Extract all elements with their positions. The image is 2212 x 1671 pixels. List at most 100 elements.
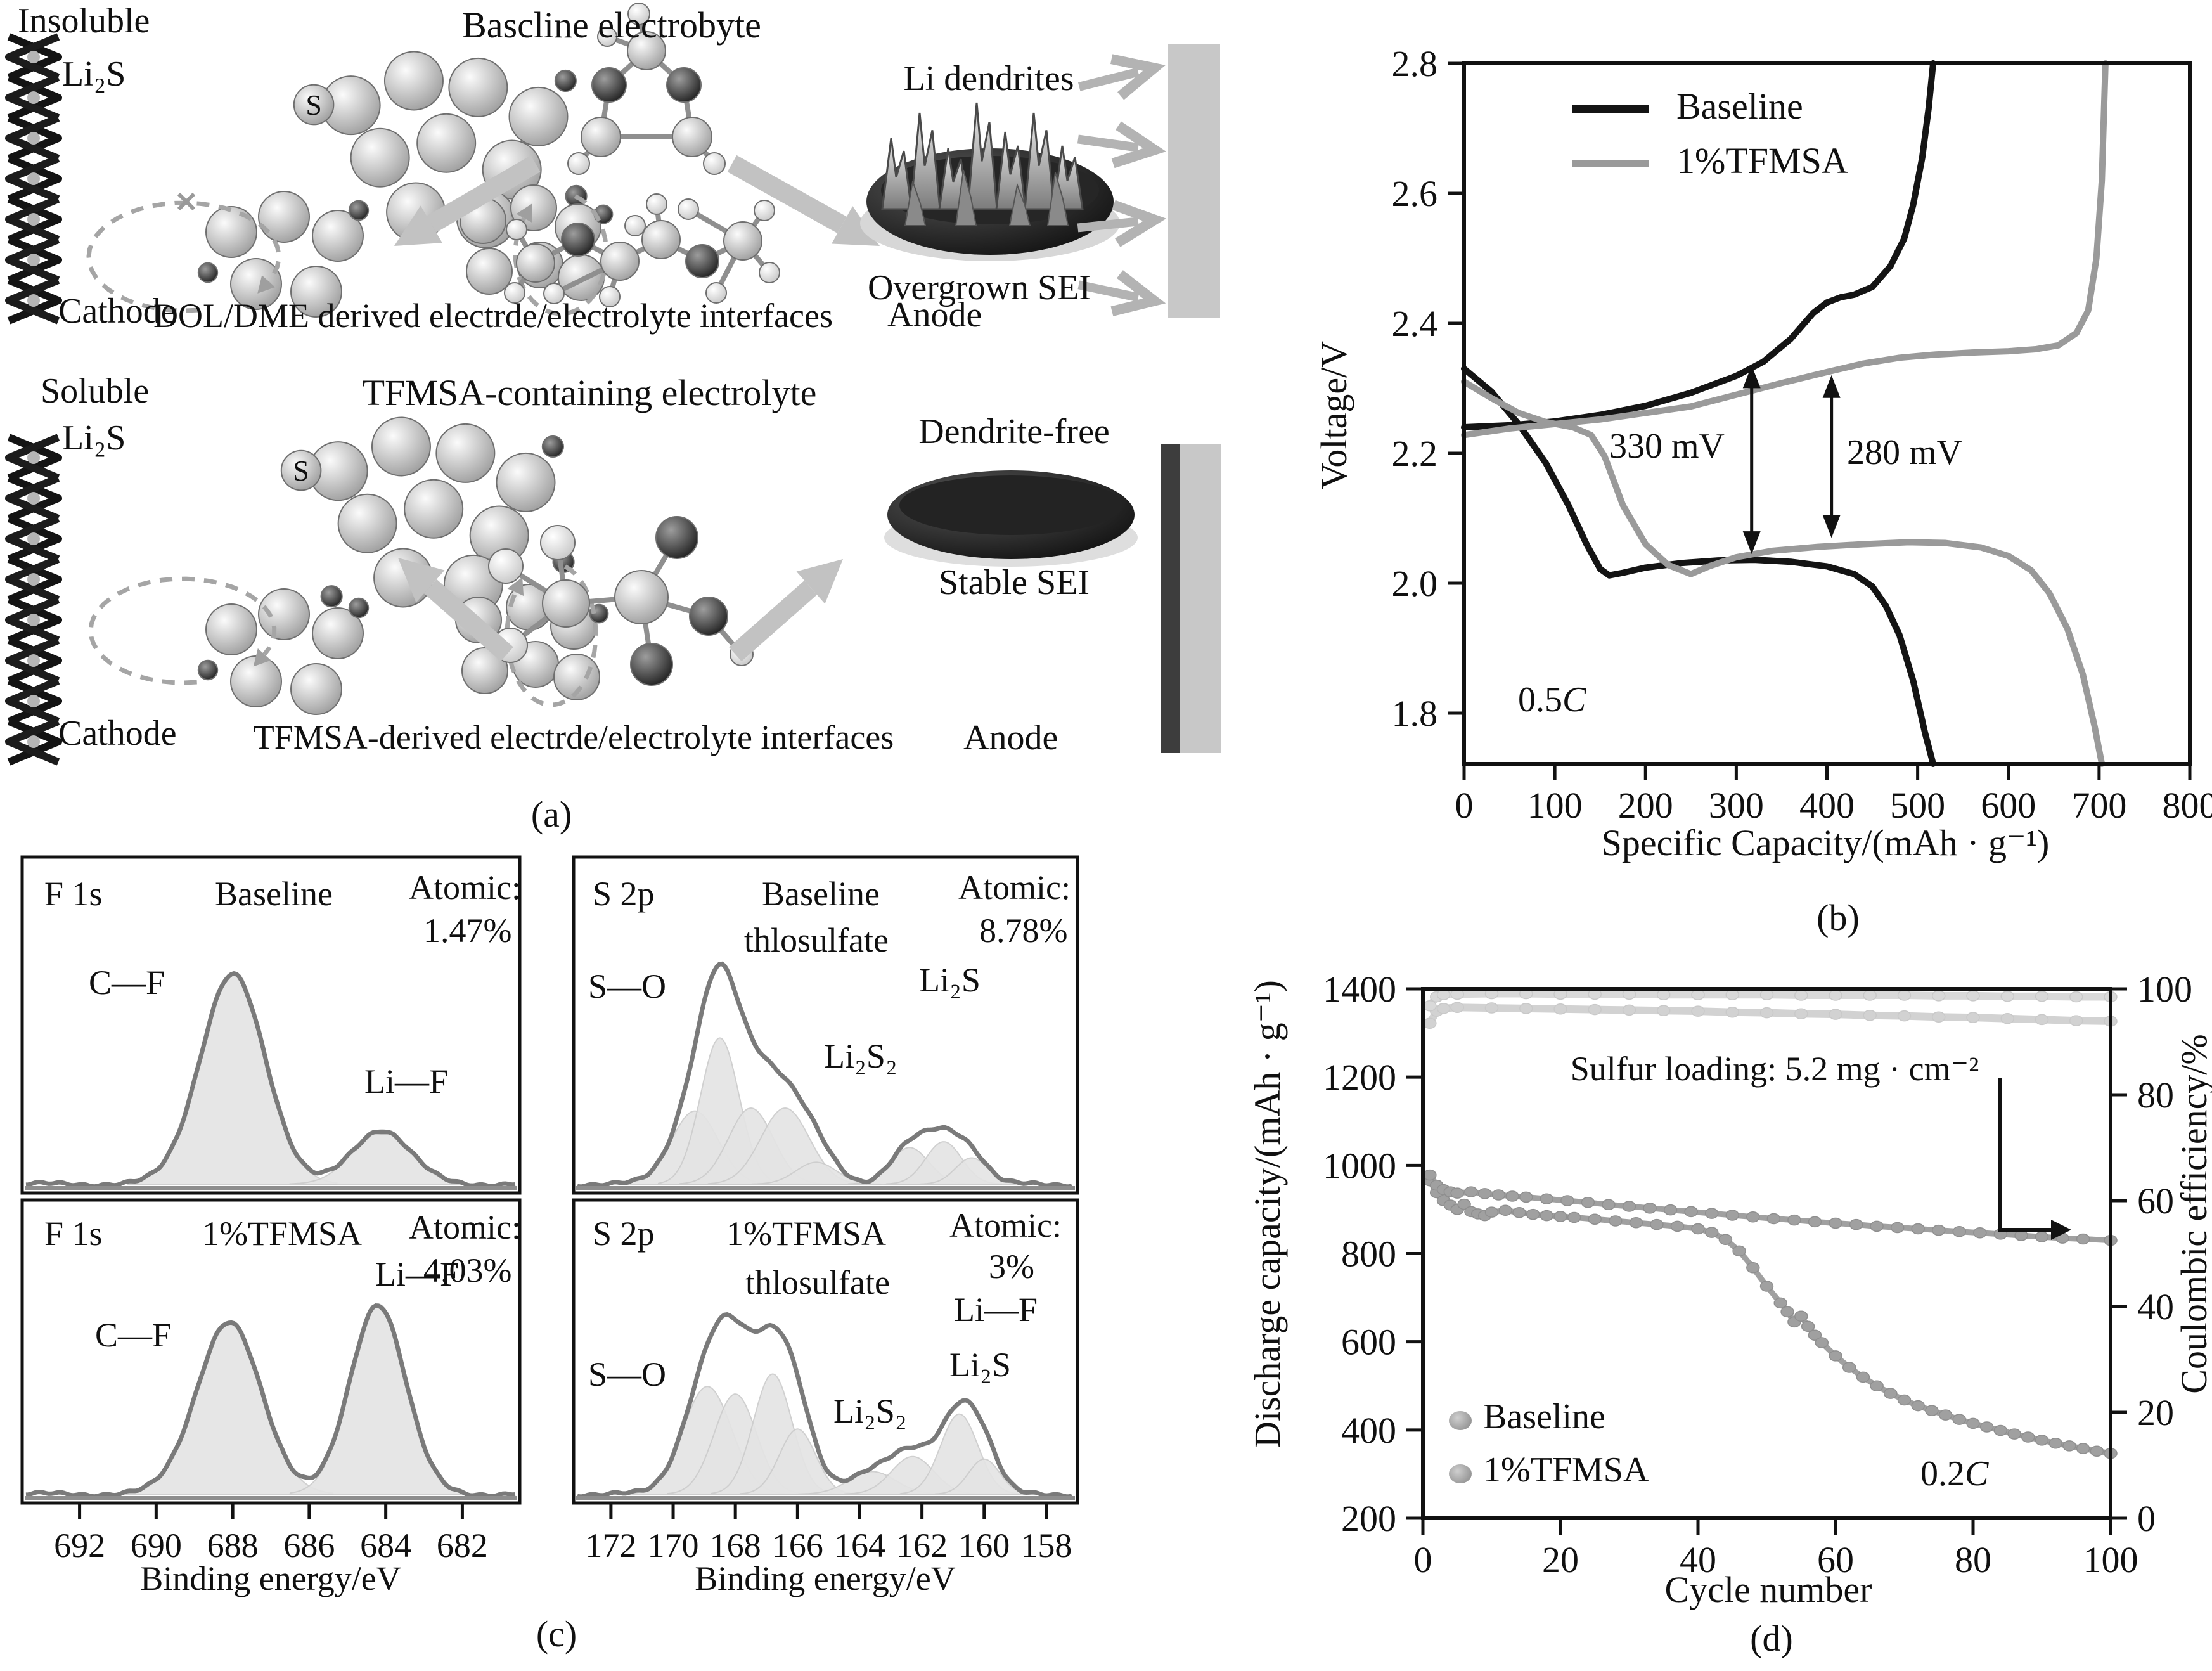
- pointer-arrowhead: [2051, 1220, 2071, 1240]
- c3-atomic-caption: Atomic:: [958, 868, 1071, 906]
- b-x-tick-label: 0: [1455, 785, 1474, 826]
- data-marker: [1629, 1217, 1643, 1229]
- cycle-arrowhead: [257, 275, 276, 294]
- data-marker: [1932, 1224, 1946, 1236]
- sphere: [666, 67, 702, 103]
- d-rate-value: 0.2: [1920, 1454, 1965, 1494]
- b-y-tick-label: 2.8: [1392, 43, 1438, 84]
- data-marker: [1691, 1223, 1705, 1235]
- stable-sei-layer: [1161, 444, 1180, 753]
- row2-species-label: Li₂S: [62, 418, 126, 458]
- sphere: [320, 585, 343, 608]
- data-marker: [2090, 1445, 2104, 1457]
- row1-dendrites-label: Li dendrites: [903, 59, 1074, 98]
- sphere: [435, 423, 496, 483]
- sphere: [703, 152, 726, 175]
- cathode-mesh: [5, 434, 62, 766]
- sphere: [614, 570, 669, 624]
- sphere: [504, 282, 525, 304]
- d-y-tick-label-left: 1200: [1323, 1057, 1396, 1098]
- voltage-chart-canvas: 2.8 2.6 2.4 2.2 2.0 1.8 0 100 200 300 400 500 600 700…: [1392, 43, 2212, 826]
- pointer-line: [1998, 1078, 2051, 1232]
- sphere: [646, 193, 667, 215]
- row2-anode-label: Anode: [963, 718, 1058, 758]
- sphere: [348, 597, 370, 619]
- data-marker: [1794, 990, 1808, 1001]
- data-marker: [1746, 1211, 1760, 1223]
- d-sulfur-loading-annotation: Sulfur loading: 5.2 mg · cm⁻²: [1570, 1050, 1979, 1088]
- sphere: [541, 435, 564, 458]
- data-marker: [1567, 1211, 1581, 1223]
- data-marker: [1952, 1414, 1967, 1425]
- data-marker: [1450, 1187, 1464, 1199]
- flow-arrowhead: [796, 559, 843, 604]
- data-marker: [1890, 1222, 1905, 1234]
- data-marker: [1979, 1421, 1994, 1433]
- b-x-tick-label: 500: [1890, 785, 1945, 826]
- sphere: [371, 416, 431, 477]
- flow-arrowhead: [832, 206, 880, 246]
- d-x-tick-label: 20: [1542, 1539, 1579, 1580]
- d-y-tick-label-right: 0: [2137, 1498, 2156, 1539]
- xps-component: [127, 974, 338, 1185]
- data-marker: [1897, 1394, 1912, 1406]
- sphere: [496, 452, 556, 512]
- d-x-tick-label: 0: [1414, 1539, 1432, 1580]
- data-marker: [1540, 1193, 1554, 1204]
- arc-x-mark: [177, 192, 196, 211]
- cycle-arc: [86, 200, 281, 313]
- sphere: [542, 579, 590, 628]
- flow-arrow-shaft: [424, 579, 513, 662]
- polarization-arrow: [1742, 365, 1761, 555]
- xps-envelope: [25, 971, 516, 1189]
- c1-element-label: F 1s: [44, 875, 103, 913]
- c3-peak-label-so: S—O: [588, 967, 667, 1005]
- b-polarization-annotation-1: 330 mV: [1609, 427, 1725, 466]
- mesh-node: [27, 573, 40, 586]
- data-marker: [1436, 1003, 1451, 1014]
- li-flux-arrow: [1077, 270, 1166, 316]
- molecule: [504, 193, 780, 307]
- d-x-tick-label: 40: [1680, 1539, 1716, 1580]
- b-legend-label-baseline: Baseline: [1676, 86, 1803, 127]
- c2-element-label: F 1s: [44, 1215, 103, 1253]
- polysulfide-cluster: [197, 191, 370, 318]
- sphere: [312, 210, 364, 262]
- polysulfide-cluster: [197, 588, 370, 715]
- d-y-tick-label-right: 40: [2137, 1286, 2174, 1327]
- xps-component: [289, 1129, 475, 1185]
- data-marker: [1526, 1208, 1540, 1220]
- c1-atomic-value: 1.47%: [423, 912, 512, 950]
- c-x-tick-label: 164: [834, 1526, 885, 1565]
- c4-peak-label-lif: Li—F: [954, 1291, 1038, 1329]
- sphere: [293, 84, 335, 126]
- sphere: [581, 117, 621, 157]
- data-marker: [1808, 1329, 1822, 1341]
- b-polarization-annotation-2: 280 mV: [1847, 433, 1962, 472]
- sphere: [600, 242, 640, 281]
- c4-element-label: S 2p: [593, 1215, 655, 1253]
- data-marker: [1794, 1008, 1808, 1019]
- row2-cathode-label: Cathode: [58, 714, 177, 753]
- cathode-mesh: [5, 33, 62, 325]
- cycle-arrowhead: [253, 648, 271, 667]
- sphere: [508, 86, 569, 146]
- b-y-tick-label: 2.6: [1392, 173, 1438, 214]
- anode-bar-row2: [1180, 444, 1221, 753]
- data-marker: [1457, 1198, 1471, 1210]
- data-marker: [1746, 1262, 1760, 1274]
- d-legend-label-baseline: Baseline: [1483, 1397, 1605, 1436]
- data-marker: [1622, 1004, 1636, 1016]
- sphere: [506, 219, 527, 240]
- data-marker: [2069, 991, 2083, 1003]
- data-marker: [1718, 1234, 1733, 1245]
- flow-arrow-shaft: [427, 155, 541, 233]
- series-1%tfmsa-charge: [1461, 60, 2109, 439]
- sphere: [553, 654, 600, 700]
- c-x-tick-label: 160: [958, 1526, 1010, 1565]
- c1-atomic-caption: Atomic:: [409, 868, 521, 906]
- mesh-node: [27, 132, 40, 145]
- data-marker: [1512, 1207, 1526, 1218]
- series-baseline-charge: [1461, 60, 1936, 430]
- sphere: [723, 221, 762, 261]
